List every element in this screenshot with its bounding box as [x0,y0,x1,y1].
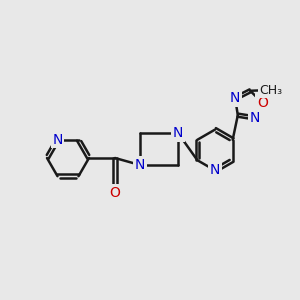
Text: CH₃: CH₃ [260,84,283,97]
Text: O: O [257,96,268,110]
Text: N: N [249,111,260,125]
Text: N: N [210,164,220,177]
Text: N: N [135,158,145,172]
Text: O: O [110,186,120,200]
Text: N: N [230,92,240,106]
Text: N: N [173,126,183,140]
Text: N: N [52,133,63,147]
